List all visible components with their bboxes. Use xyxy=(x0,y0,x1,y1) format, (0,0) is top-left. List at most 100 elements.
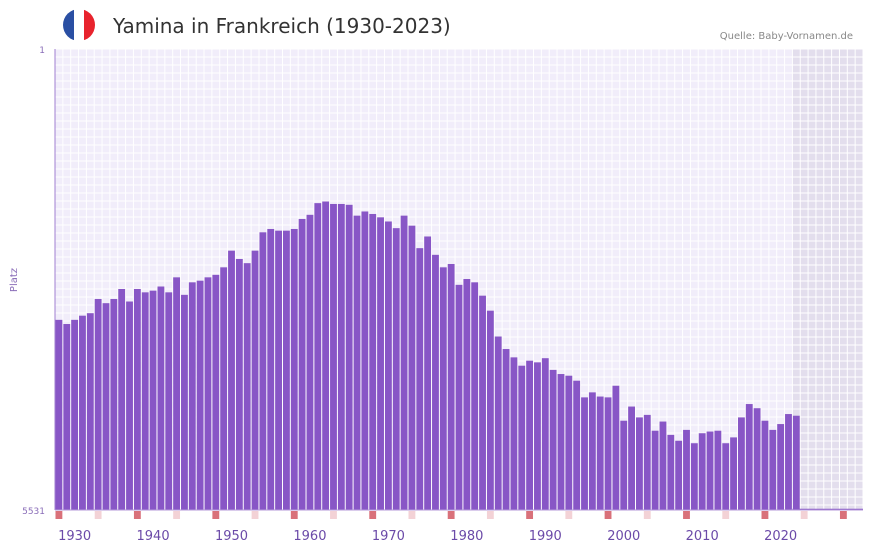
source-credit: Quelle: Baby-Vornamen.de xyxy=(719,31,853,42)
bar-1964 xyxy=(337,203,345,510)
bar-1950 xyxy=(228,250,235,510)
bar-2005 xyxy=(659,421,667,510)
y-tick-label-top: 1 xyxy=(39,46,45,56)
bar-2016 xyxy=(745,404,753,510)
bar-1952 xyxy=(243,263,251,510)
bar-2003 xyxy=(643,414,651,510)
year-marker-1963 xyxy=(330,511,337,519)
y-tick-label-bottom: 5531 xyxy=(22,507,45,517)
bar-1966 xyxy=(353,215,361,510)
bar-1967 xyxy=(361,211,369,510)
bar-2010 xyxy=(698,433,706,510)
bar-1979 xyxy=(455,284,463,510)
bar-1937 xyxy=(126,301,133,510)
x-tick-label-1930: 1930 xyxy=(58,529,91,544)
bar-1946 xyxy=(196,280,204,510)
bar-1934 xyxy=(102,303,110,510)
bar-1999 xyxy=(612,385,620,510)
year-marker-2003 xyxy=(643,511,651,519)
bar-2012 xyxy=(714,430,722,510)
x-tick-label-1970: 1970 xyxy=(372,529,405,544)
bar-2000 xyxy=(620,420,628,510)
bar-2001 xyxy=(628,406,636,510)
x-tick-label-2020: 2020 xyxy=(764,529,797,544)
bar-1985 xyxy=(502,349,510,510)
year-marker-1968 xyxy=(369,511,377,519)
bar-2021 xyxy=(785,414,792,510)
year-marker-2013 xyxy=(722,511,730,519)
bar-2008 xyxy=(683,429,690,510)
bar-1949 xyxy=(220,267,228,510)
year-marker-1928 xyxy=(55,511,63,519)
x-tick-label-1960: 1960 xyxy=(293,529,326,544)
bar-1961 xyxy=(314,203,322,511)
year-marker-1993 xyxy=(565,511,573,519)
bar-2015 xyxy=(737,417,745,510)
year-marker-1953 xyxy=(251,511,259,519)
bar-1970 xyxy=(384,221,392,511)
bar-1995 xyxy=(581,397,588,510)
bar-2013 xyxy=(722,443,730,510)
year-marker-2023 xyxy=(800,511,808,519)
bar-1958 xyxy=(290,228,298,510)
bar-1928 xyxy=(55,319,63,510)
bar-1982 xyxy=(479,295,486,510)
chart-title: Yamina in Frankreich (1930-2023) xyxy=(113,14,451,38)
bar-1994 xyxy=(573,380,581,510)
bar-1941 xyxy=(157,286,165,510)
x-tick-label-1990: 1990 xyxy=(529,529,562,544)
bar-1953 xyxy=(251,250,259,510)
bar-1976 xyxy=(432,254,439,510)
bar-1960 xyxy=(306,214,314,511)
year-marker-2028 xyxy=(839,511,847,519)
bar-2007 xyxy=(675,440,683,510)
bar-1932 xyxy=(86,313,94,510)
bar-1973 xyxy=(408,225,416,510)
year-marker-2018 xyxy=(761,511,769,519)
axis-layer: 1 5531 Platz xyxy=(9,46,863,517)
bar-1930 xyxy=(71,319,79,510)
bar-1959 xyxy=(298,218,306,510)
bar-1977 xyxy=(439,267,447,510)
bar-1993 xyxy=(565,375,573,510)
year-marker-1978 xyxy=(447,511,455,519)
year-marker-1998 xyxy=(604,511,612,519)
bar-2018 xyxy=(761,420,769,510)
bar-1965 xyxy=(345,204,353,510)
bar-1963 xyxy=(330,203,337,510)
bar-2017 xyxy=(753,408,761,510)
bar-1983 xyxy=(486,310,494,510)
bar-1996 xyxy=(588,392,596,510)
bar-1942 xyxy=(165,292,173,510)
bar-2019 xyxy=(769,429,777,510)
bar-1933 xyxy=(94,299,102,510)
x-tick-label-1980: 1980 xyxy=(450,529,483,544)
bar-1980 xyxy=(463,278,471,510)
bar-1938 xyxy=(133,289,141,510)
bar-2004 xyxy=(651,430,659,510)
bar-1992 xyxy=(557,374,565,510)
bar-1948 xyxy=(212,274,220,510)
bar-2020 xyxy=(777,424,785,510)
bar-1945 xyxy=(188,282,196,510)
bar-1951 xyxy=(235,258,243,510)
x-ticks-layer: 1930 1940 1950 1960 1970 1980 1990 2000 2010 2020 xyxy=(55,511,847,544)
flag-blue-band xyxy=(63,9,74,41)
bar-1984 xyxy=(494,336,502,510)
bar-1954 xyxy=(259,232,267,510)
bar-2009 xyxy=(690,443,698,510)
bar-1962 xyxy=(322,201,330,510)
bar-1939 xyxy=(141,292,149,510)
bar-1997 xyxy=(596,396,604,510)
flag-white-band xyxy=(74,9,84,41)
year-marker-1973 xyxy=(408,511,416,519)
bar-1989 xyxy=(534,362,541,510)
bar-1975 xyxy=(424,236,432,511)
bar-1940 xyxy=(149,290,157,510)
bar-1987 xyxy=(518,365,526,510)
bar-1957 xyxy=(282,230,290,511)
bar-1947 xyxy=(204,277,212,510)
bar-1998 xyxy=(604,397,612,510)
bar-1955 xyxy=(267,228,275,510)
